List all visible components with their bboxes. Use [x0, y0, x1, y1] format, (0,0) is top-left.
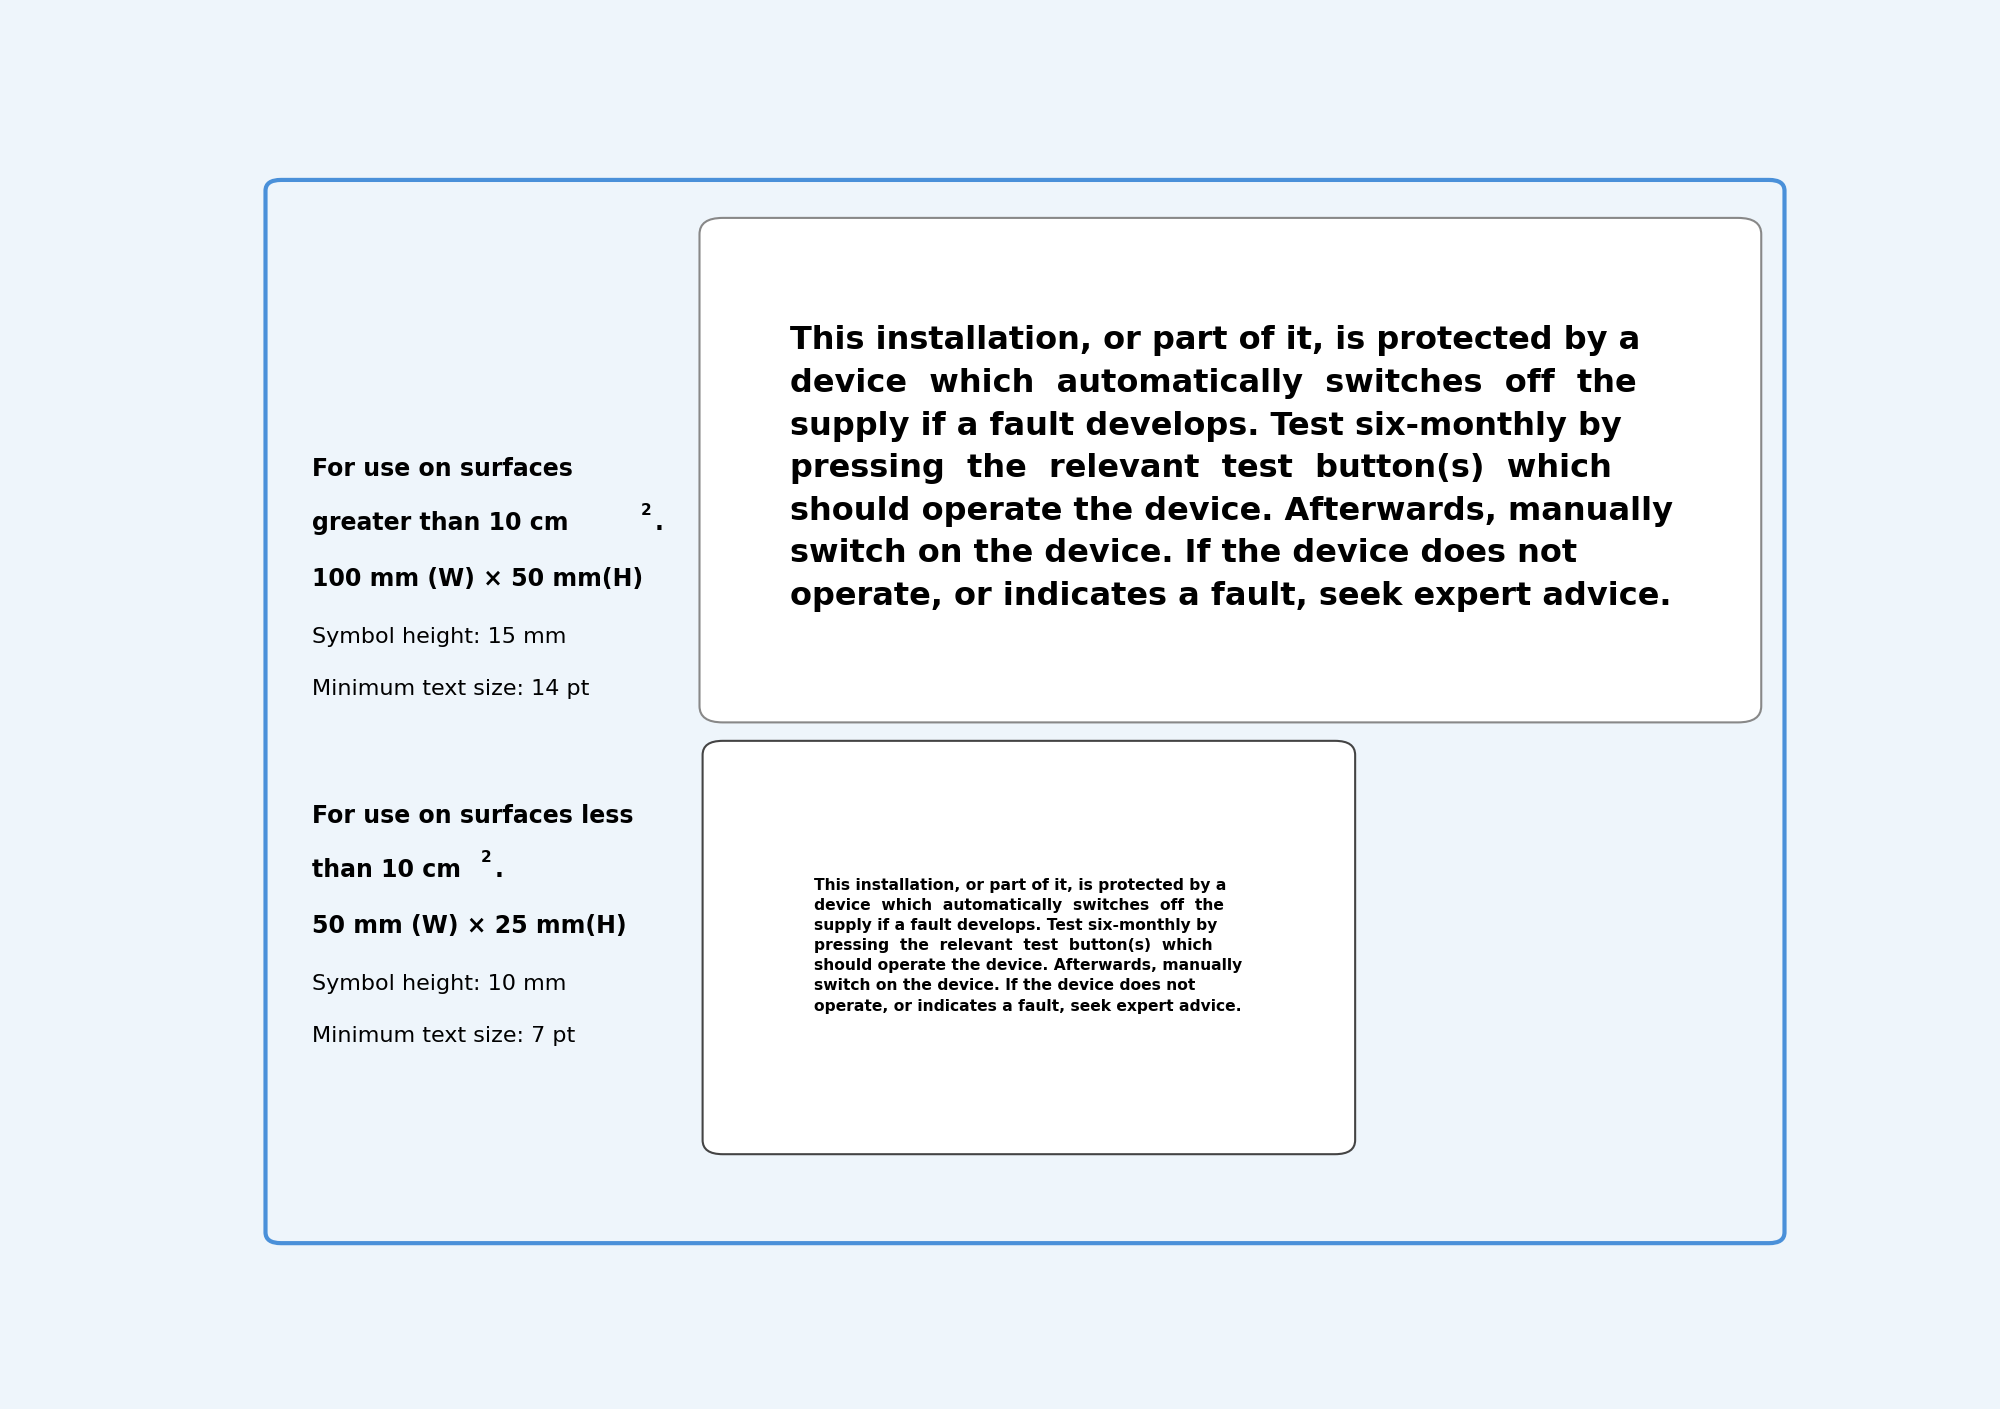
FancyBboxPatch shape [700, 218, 1762, 723]
Text: Symbol height: 10 mm: Symbol height: 10 mm [312, 974, 566, 995]
Text: 100 mm (W) × 50 mm(H): 100 mm (W) × 50 mm(H) [312, 568, 644, 592]
FancyBboxPatch shape [702, 741, 1356, 1154]
Text: Minimum text size: 14 pt: Minimum text size: 14 pt [312, 679, 590, 699]
Text: For use on surfaces less: For use on surfaces less [312, 803, 634, 827]
Text: This installation, or part of it, is protected by a
device  which  automatically: This installation, or part of it, is pro… [790, 325, 1672, 612]
Text: For use on surfaces: For use on surfaces [312, 457, 572, 480]
Text: Minimum text size: 7 pt: Minimum text size: 7 pt [312, 1026, 576, 1045]
Text: 50 mm (W) × 25 mm(H): 50 mm (W) × 25 mm(H) [312, 914, 626, 938]
Text: .: . [494, 858, 504, 882]
Text: 2: 2 [640, 503, 652, 519]
Text: 2: 2 [480, 851, 492, 865]
Text: Symbol height: 15 mm: Symbol height: 15 mm [312, 627, 566, 647]
Text: greater than 10 cm: greater than 10 cm [312, 511, 568, 535]
FancyBboxPatch shape [266, 180, 1784, 1243]
Text: .: . [654, 511, 664, 535]
Text: than 10 cm: than 10 cm [312, 858, 460, 882]
Text: This installation, or part of it, is protected by a
device  which  automatically: This installation, or part of it, is pro… [814, 878, 1242, 1013]
